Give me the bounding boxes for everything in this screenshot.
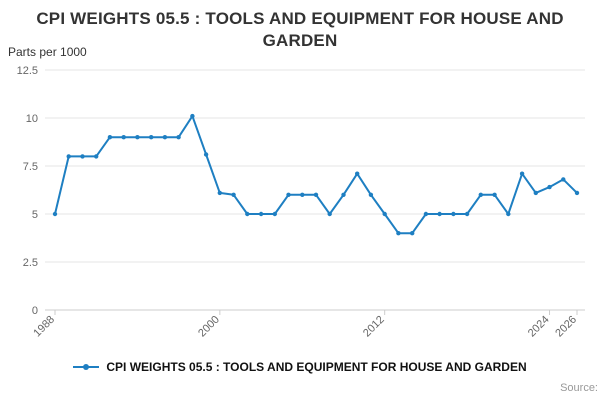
data-point-marker[interactable] bbox=[561, 177, 566, 182]
data-point-marker[interactable] bbox=[190, 113, 195, 119]
y-tick-label: 5 bbox=[32, 209, 38, 221]
data-point-marker[interactable] bbox=[547, 184, 552, 190]
y-tick-label: 2.5 bbox=[23, 257, 38, 269]
data-point-marker[interactable] bbox=[217, 190, 222, 196]
data-point-marker[interactable] bbox=[258, 211, 264, 217]
data-point-marker[interactable] bbox=[94, 154, 99, 159]
data-point-marker[interactable] bbox=[66, 154, 71, 159]
series-line bbox=[54, 115, 578, 235]
chart-title: CPI WEIGHTS 05.5 : TOOLS AND EQUIPMENT F… bbox=[36, 9, 564, 51]
data-point-marker[interactable] bbox=[149, 135, 154, 140]
data-point-marker[interactable] bbox=[135, 135, 140, 140]
data-point-marker[interactable] bbox=[451, 211, 456, 217]
data-point-marker[interactable] bbox=[313, 192, 319, 197]
legend-item[interactable]: CPI WEIGHTS 05.5 : TOOLS AND EQUIPMENT F… bbox=[73, 360, 527, 374]
data-point-marker[interactable] bbox=[533, 190, 538, 196]
data-point-marker[interactable] bbox=[574, 190, 580, 196]
source-label: Source: bbox=[560, 382, 598, 394]
data-point-marker[interactable] bbox=[410, 231, 415, 236]
data-point-marker[interactable] bbox=[245, 211, 250, 217]
x-tick-label: 1988 bbox=[31, 314, 57, 340]
x-tick-label: 2026 bbox=[553, 314, 579, 340]
data-point-marker[interactable] bbox=[203, 152, 209, 157]
y-tick-label: 7.5 bbox=[23, 161, 38, 173]
x-tick-label: 2000 bbox=[196, 314, 222, 340]
data-point-marker[interactable] bbox=[506, 211, 511, 217]
line-chart: 0 2.5 5 7.5 10 12.5 1988 2000 2012 2024 2026 bbox=[17, 65, 585, 340]
legend-line-marker bbox=[73, 364, 100, 370]
data-point-marker[interactable] bbox=[231, 192, 236, 197]
data-point-marker[interactable] bbox=[382, 211, 387, 217]
y-tick-label: 10 bbox=[26, 113, 38, 125]
data-point-marker[interactable] bbox=[437, 211, 442, 217]
x-tick-label: 2024 bbox=[526, 314, 552, 340]
data-point-marker[interactable] bbox=[478, 192, 483, 197]
data-point-marker[interactable] bbox=[355, 171, 360, 176]
data-point-marker[interactable] bbox=[286, 192, 291, 197]
data-point-marker[interactable] bbox=[52, 211, 58, 217]
data-point-marker[interactable] bbox=[519, 171, 525, 176]
data-point-marker[interactable] bbox=[492, 192, 497, 197]
legend-label: CPI WEIGHTS 05.5 : TOOLS AND EQUIPMENT F… bbox=[106, 360, 527, 374]
data-point-marker[interactable] bbox=[162, 135, 168, 140]
y-axis-unit-label: Parts per 1000 bbox=[8, 45, 87, 59]
data-point-marker[interactable] bbox=[80, 154, 85, 159]
legend: CPI WEIGHTS 05.5 : TOOLS AND EQUIPMENT F… bbox=[0, 360, 600, 374]
x-tick-label: 2012 bbox=[361, 314, 387, 340]
data-point-marker[interactable] bbox=[341, 192, 346, 197]
data-point-marker[interactable] bbox=[327, 211, 332, 217]
data-point-marker[interactable] bbox=[368, 192, 374, 197]
data-point-marker[interactable] bbox=[396, 231, 401, 236]
y-tick-label: 12.5 bbox=[17, 65, 38, 77]
data-point-marker[interactable] bbox=[464, 211, 470, 217]
y-tick-label: 0 bbox=[32, 305, 38, 317]
data-point-marker[interactable] bbox=[423, 211, 429, 217]
data-point-marker[interactable] bbox=[176, 135, 181, 140]
data-point-marker[interactable] bbox=[272, 211, 277, 217]
data-point-marker[interactable] bbox=[300, 192, 305, 197]
data-point-marker[interactable] bbox=[107, 135, 113, 140]
data-point-marker[interactable] bbox=[121, 135, 126, 140]
